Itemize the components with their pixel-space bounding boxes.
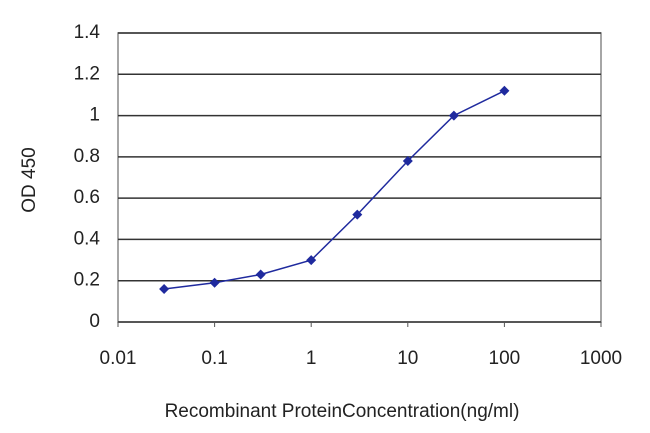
x-tick-label: 10 — [397, 348, 418, 369]
y-tick-label: 1.2 — [74, 63, 100, 84]
data-point — [448, 110, 459, 121]
data-point — [402, 155, 413, 166]
x-tick-label: 1000 — [580, 348, 622, 369]
y-tick-label: 0.6 — [74, 187, 100, 208]
data-point — [255, 269, 266, 280]
y-tick-label: 0.4 — [74, 228, 101, 249]
x-tick-label: 100 — [489, 348, 521, 369]
y-axis-title: OD 450 — [19, 147, 40, 212]
data-point — [306, 255, 317, 266]
y-tick-label: 1.4 — [74, 22, 101, 43]
x-axis-title: Recombinant ProteinConcentration(ng/ml) — [165, 401, 520, 422]
data-point — [352, 209, 363, 220]
y-tick-label: 1 — [89, 105, 100, 126]
y-tick-label: 0.2 — [74, 270, 100, 291]
data-point — [159, 283, 170, 294]
x-tick-label: 0.1 — [201, 348, 227, 369]
data-point — [499, 85, 510, 96]
data-point — [209, 277, 220, 288]
plot-area — [117, 32, 602, 323]
x-tick-label: 0.01 — [100, 348, 137, 369]
y-tick-label: 0.8 — [74, 146, 100, 167]
series-line — [163, 90, 505, 290]
x-tick-label: 1 — [306, 348, 317, 369]
y-tick-label: 0 — [89, 311, 100, 332]
